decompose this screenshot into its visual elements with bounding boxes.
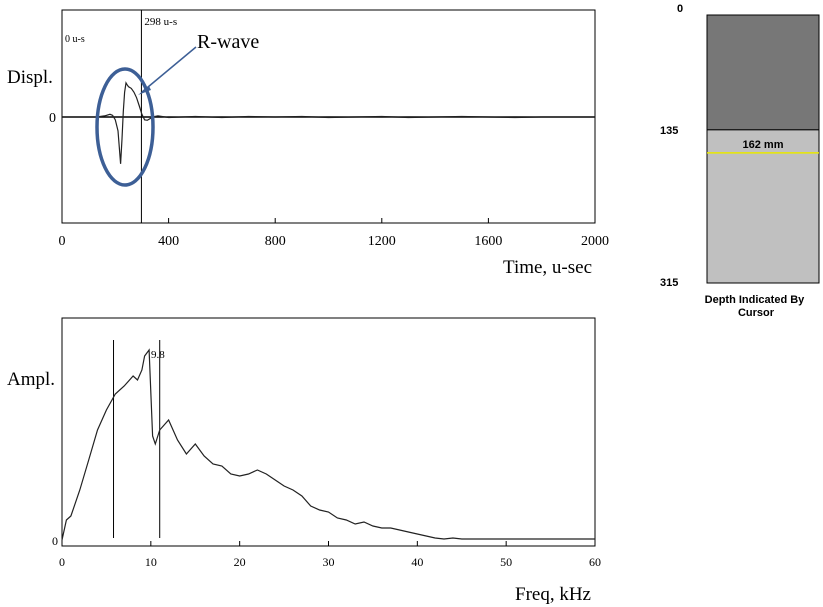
freq-y-zero-label: 0 <box>52 534 58 548</box>
depth-cursor-label: 162 mm <box>743 139 784 151</box>
freq-x-tick-label: 20 <box>234 555 246 569</box>
freq-series-line <box>61 348 595 541</box>
r-wave-arrowhead <box>138 86 151 95</box>
time-cursor-start-label: 0 u-s <box>65 34 85 45</box>
freq-peak-label: 9.8 <box>151 349 165 361</box>
freq-x-tick-label: 30 <box>323 555 335 569</box>
freq-chart: 0 10 20 30 40 50 60 9.8 Ampl. 0 Freq, kHz <box>7 317 601 605</box>
time-x-tick-label: 1200 <box>368 234 396 249</box>
depth-gauge: 162 mm 0 135 315 Depth Indicated By Curs… <box>660 3 820 319</box>
time-x-tick-label: 2000 <box>581 234 609 249</box>
freq-y-axis-label: Ampl. <box>7 369 55 390</box>
r-wave-highlight <box>95 67 155 187</box>
depth-upper-zone <box>706 14 820 131</box>
depth-caption: Depth Indicated By Cursor <box>705 294 808 319</box>
depth-scale-label-mid: 135 <box>660 125 678 137</box>
depth-lower-zone <box>706 129 820 284</box>
time-series-line <box>62 81 595 164</box>
time-x-tick-label: 400 <box>158 234 179 249</box>
depth-scale-label-bottom: 315 <box>660 277 678 289</box>
time-cursor-label: 298 u-s <box>144 16 177 28</box>
depth-scale-label-top: 0 <box>677 3 683 15</box>
freq-x-ticks: 0 10 20 30 40 50 60 <box>59 541 601 569</box>
time-x-tick-label: 0 <box>59 234 66 249</box>
time-y-axis-label: Displ. <box>7 67 53 88</box>
time-chart: 0 400 800 1200 1600 2000 0 u-s 298 u-s R-wave… <box>7 9 609 278</box>
freq-x-axis-label: Freq, kHz <box>515 584 591 605</box>
freq-x-tick-label: 10 <box>145 555 157 569</box>
time-x-ticks: 0 400 800 1200 1600 2000 <box>59 218 609 249</box>
r-wave-arrow <box>141 46 197 93</box>
time-x-axis-label: Time, u-sec <box>503 257 592 278</box>
freq-x-tick-label: 40 <box>411 555 423 569</box>
time-x-tick-label: 800 <box>265 234 286 249</box>
time-x-tick-label: 1600 <box>474 234 502 249</box>
freq-x-tick-label: 60 <box>589 555 601 569</box>
time-y-zero-label: 0 <box>49 111 56 126</box>
r-wave-annotation: R-wave <box>197 31 259 53</box>
freq-x-tick-label: 50 <box>500 555 512 569</box>
freq-x-tick-label: 0 <box>59 555 65 569</box>
